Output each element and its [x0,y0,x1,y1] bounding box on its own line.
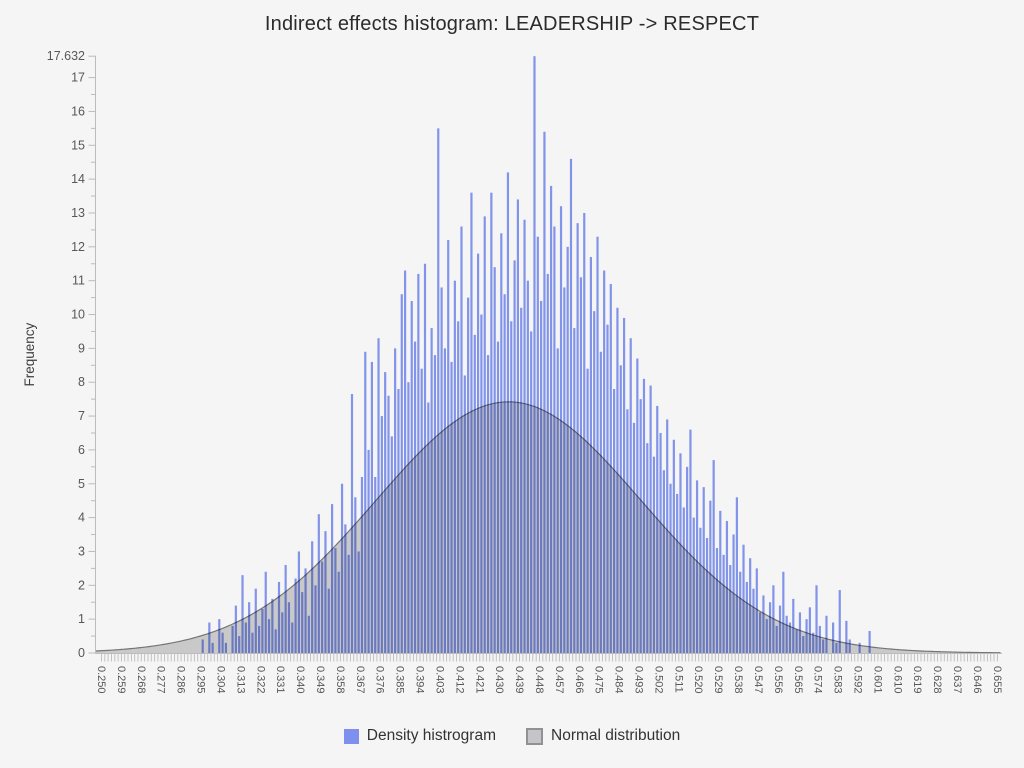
svg-text:0.610: 0.610 [891,666,903,694]
svg-text:0.385: 0.385 [394,666,406,694]
svg-text:0.655: 0.655 [991,666,1003,694]
svg-text:8: 8 [78,375,85,389]
legend-label-density: Density histrogram [366,727,496,744]
svg-text:0.268: 0.268 [135,666,147,694]
svg-text:0.358: 0.358 [334,666,346,694]
svg-text:14: 14 [71,172,85,186]
legend-label-normal: Normal distribution [551,727,681,744]
legend-item-normal-distribution: Normal distribution [526,727,680,745]
density-histogram-swatch-icon [343,728,359,744]
svg-text:13: 13 [71,206,85,220]
svg-text:0.286: 0.286 [175,666,187,694]
svg-text:11: 11 [72,274,85,288]
svg-text:5: 5 [78,477,85,491]
svg-text:0.502: 0.502 [652,666,664,694]
svg-text:0.592: 0.592 [852,666,864,694]
svg-text:0.601: 0.601 [871,666,883,694]
axes [95,55,1002,654]
svg-text:0.340: 0.340 [294,666,306,694]
svg-text:12: 12 [71,240,85,254]
svg-text:0.412: 0.412 [453,666,465,694]
svg-text:0.475: 0.475 [593,666,605,694]
svg-text:0.295: 0.295 [195,666,207,694]
svg-text:0.259: 0.259 [115,666,127,694]
svg-text:0.277: 0.277 [155,666,167,694]
svg-text:0.394: 0.394 [414,666,426,694]
y-axis-title: Frequency [22,322,37,386]
chart-title: Indirect effects histogram: LEADERSHIP -… [264,13,760,35]
svg-text:16: 16 [71,104,85,118]
svg-text:0.619: 0.619 [911,666,923,694]
svg-text:0.547: 0.547 [752,666,764,694]
svg-text:0.322: 0.322 [254,666,266,694]
svg-text:17: 17 [71,71,85,85]
svg-text:0.583: 0.583 [832,666,844,694]
svg-text:0.637: 0.637 [951,666,963,694]
svg-text:0.511: 0.511 [672,666,684,693]
svg-text:0.538: 0.538 [732,666,744,694]
svg-text:4: 4 [78,511,85,525]
svg-text:0.628: 0.628 [931,666,943,694]
svg-text:6: 6 [78,443,85,457]
svg-text:9: 9 [78,341,85,355]
svg-text:0.421: 0.421 [473,666,485,694]
svg-text:0.430: 0.430 [493,666,505,694]
svg-text:0.403: 0.403 [433,666,445,694]
svg-text:7: 7 [78,409,85,423]
svg-text:0.466: 0.466 [573,666,585,694]
svg-text:0.556: 0.556 [772,666,784,694]
normal-curve [95,401,1002,654]
svg-text:0.439: 0.439 [513,666,525,694]
svg-text:0.250: 0.250 [95,666,107,694]
svg-text:0.457: 0.457 [553,666,565,694]
svg-text:0.331: 0.331 [274,666,286,694]
svg-text:0.520: 0.520 [692,666,704,694]
svg-text:0.367: 0.367 [354,666,366,694]
svg-text:17.632: 17.632 [47,49,85,63]
svg-text:2: 2 [78,578,85,592]
svg-text:0.304: 0.304 [214,666,226,694]
svg-text:0.574: 0.574 [812,666,824,694]
svg-text:0.313: 0.313 [234,666,246,694]
svg-text:0: 0 [78,646,85,660]
svg-text:0.448: 0.448 [533,666,545,694]
svg-text:0.565: 0.565 [792,666,804,694]
x-axis-comb [101,654,998,662]
svg-text:0.493: 0.493 [633,666,645,694]
svg-text:10: 10 [71,308,85,322]
svg-text:15: 15 [71,138,85,152]
chart-legend: Density histrogram Normal distribution [0,727,1024,745]
svg-text:1: 1 [78,612,85,626]
svg-text:0.376: 0.376 [374,666,386,694]
x-axis-labels: 0.250 0.259 0.268 0.277 0.286 0.295 0.304 0.313… [95,666,1003,694]
svg-text:0.529: 0.529 [712,666,724,694]
normal-distribution-swatch-icon [526,727,543,745]
svg-text:0.349: 0.349 [314,666,326,694]
legend-item-density-histogram: Density histrogram [343,727,496,745]
svg-text:3: 3 [78,544,85,558]
svg-text:0.646: 0.646 [971,666,983,694]
svg-text:0.484: 0.484 [613,666,625,694]
